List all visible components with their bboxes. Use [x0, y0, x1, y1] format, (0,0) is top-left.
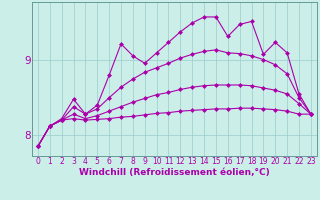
X-axis label: Windchill (Refroidissement éolien,°C): Windchill (Refroidissement éolien,°C): [79, 168, 270, 177]
